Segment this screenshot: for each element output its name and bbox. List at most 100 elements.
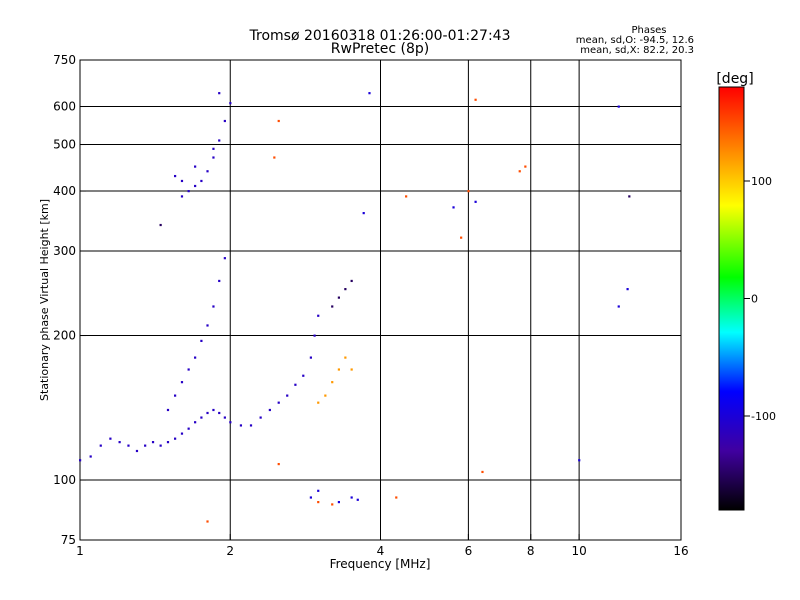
data-point (474, 98, 477, 101)
data-point (467, 190, 470, 193)
data-point (362, 212, 365, 215)
data-point (212, 305, 215, 308)
data-point (109, 437, 112, 440)
data-point (194, 165, 197, 168)
data-point (200, 339, 203, 343)
data-point (135, 449, 139, 453)
data-point (337, 500, 341, 504)
data-point (229, 421, 232, 424)
data-point (286, 394, 289, 397)
data-point (127, 444, 130, 447)
data-point (259, 416, 262, 419)
data-point (206, 170, 209, 173)
x-axis-label: Frequency [MHz] (330, 557, 431, 571)
data-point (173, 174, 177, 178)
data-point (626, 288, 629, 291)
y-tick-label: 300 (53, 244, 76, 258)
data-point (617, 105, 620, 108)
data-point (187, 190, 190, 193)
phase-summary-x: mean, sd,X: 82.2, 20.3 (580, 45, 694, 56)
y-tick-label: 75 (61, 533, 76, 547)
data-point (578, 459, 581, 462)
data-point (166, 408, 170, 412)
data-point (194, 421, 197, 424)
data-point (212, 156, 215, 159)
data-point (159, 223, 162, 227)
data-point (277, 401, 280, 404)
data-point (317, 314, 320, 317)
data-point (194, 356, 197, 359)
data-point (331, 381, 334, 384)
data-point (481, 470, 484, 474)
phase-summary: Phases mean, sd,O: -94.5, 12.6 mean, sd,… (576, 25, 694, 56)
data-point (331, 503, 334, 506)
data-point (218, 411, 221, 415)
data-point (239, 424, 243, 427)
data-point (617, 305, 620, 308)
data-point (309, 356, 312, 359)
data-point (187, 427, 190, 430)
data-point (223, 257, 226, 260)
data-point (460, 236, 463, 239)
data-point (206, 324, 209, 327)
phase-summary-o: mean, sd,O: -94.5, 12.6 (576, 35, 694, 46)
data-point (395, 496, 398, 499)
y-tick-label: 750 (53, 53, 76, 67)
data-point (99, 444, 102, 447)
data-point (344, 288, 347, 291)
data-point (173, 437, 177, 440)
data-point (518, 170, 521, 173)
y-axis-ticks: 75 100 200 300 400 500 600 750 (53, 53, 86, 547)
data-point (206, 411, 209, 415)
data-point (159, 444, 162, 447)
data-point (223, 119, 226, 123)
data-point (337, 368, 341, 371)
x-tick-label: 6 (465, 544, 473, 558)
phase-summary-title: Phases (631, 25, 666, 36)
y-tick-label: 500 (53, 138, 76, 152)
data-point (350, 496, 353, 499)
data-point (180, 432, 184, 435)
colorbar: [deg] 100 0 -100 (716, 71, 776, 511)
data-point (313, 334, 316, 337)
data-point (180, 195, 184, 198)
data-point (273, 156, 276, 159)
x-tick-label: 16 (673, 544, 688, 558)
data-point (166, 441, 170, 444)
data-point (524, 165, 527, 168)
data-point (331, 305, 334, 308)
data-point (277, 462, 280, 466)
data-point (79, 459, 82, 462)
data-point (344, 356, 347, 359)
data-point (173, 394, 177, 397)
x-axis-ticks: 1 2 4 6 8 10 16 (76, 534, 689, 558)
data-point (218, 92, 221, 95)
data-point (356, 498, 359, 501)
data-point (151, 441, 155, 444)
x-tick-label: 10 (571, 544, 586, 558)
data-point (628, 195, 631, 198)
y-tick-label: 200 (53, 329, 76, 343)
data-point (206, 520, 209, 523)
data-point (118, 441, 121, 444)
colorbar-tick-label: -100 (751, 410, 776, 423)
gridlines (80, 60, 681, 540)
data-point (277, 119, 280, 123)
data-point (194, 184, 197, 188)
y-tick-label: 600 (53, 100, 76, 114)
data-point (350, 279, 353, 283)
colorbar-tick-label: 100 (751, 175, 772, 188)
data-point (187, 368, 190, 371)
data-point (212, 408, 215, 412)
data-point (180, 381, 184, 384)
data-point (309, 496, 312, 499)
data-point (180, 179, 184, 183)
colorbar-tick-label: 0 (751, 293, 758, 306)
x-tick-label: 4 (377, 544, 385, 558)
data-point (317, 489, 320, 492)
x-tick-label: 8 (527, 544, 535, 558)
data-point (218, 139, 221, 142)
data-point (249, 424, 253, 427)
data-point (317, 401, 320, 404)
